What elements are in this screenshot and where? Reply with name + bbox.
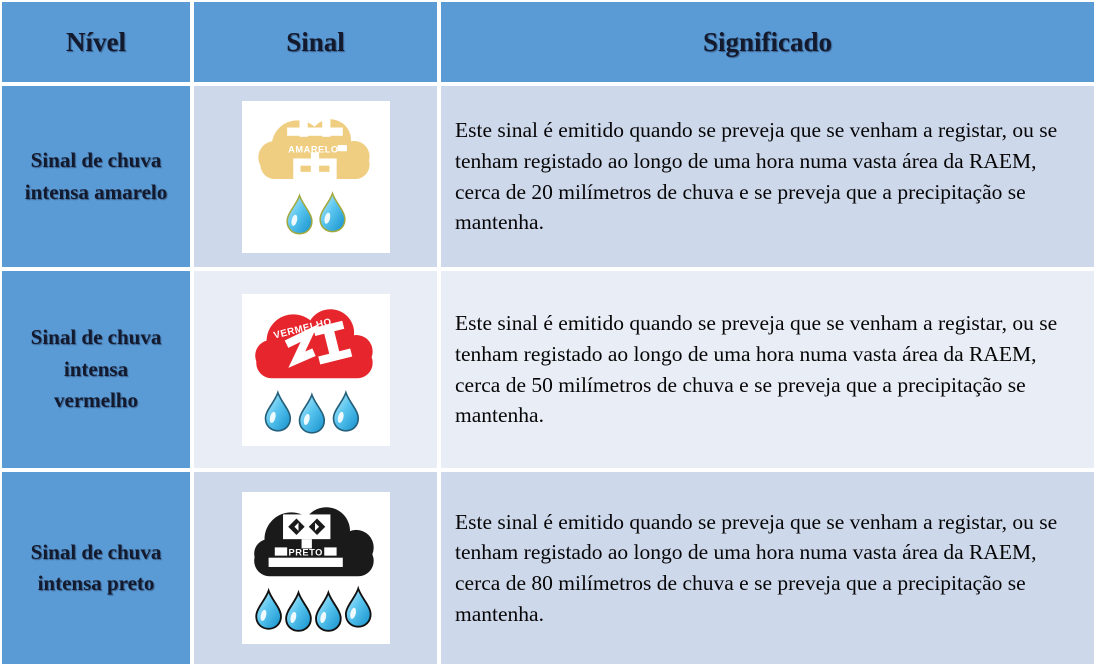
red-cloud-icon: VERMELHO — [254, 308, 373, 434]
raindrop — [264, 389, 291, 432]
meaning-text: Este sinal é emitido quando se preveja q… — [455, 118, 1058, 235]
level-label: Sinal de chuva intensa amarelo — [24, 148, 168, 204]
signal-cell-amarelo: AMARELO — [194, 86, 437, 267]
level-label: Sinal de chuva intensa vermelho — [30, 325, 162, 413]
icon-label-preto: PRETO — [288, 548, 322, 558]
glyph-amarelo — [286, 118, 347, 179]
header-significado-label: Significado — [702, 26, 833, 57]
header-sinal-label: Sinal — [286, 26, 345, 57]
signal-cell-preto: PRETO — [194, 472, 437, 664]
raindrop — [285, 192, 313, 234]
level-label: Sinal de chuva intensa preto — [30, 539, 162, 596]
signal-cell-vermelho: VERMELHO — [194, 271, 437, 468]
meaning-cell-preto: Este sinal é emitido quando se preveja q… — [441, 472, 1094, 664]
raindrop — [298, 391, 325, 434]
icon-label-amarelo: AMARELO — [288, 144, 338, 154]
header-nivel: Nível — [2, 2, 190, 82]
header-nivel-label: Nível — [66, 26, 126, 57]
raindrop — [344, 585, 372, 628]
meaning-text: Este sinal é emitido quando se preveja q… — [455, 509, 1058, 626]
meaning-text: Este sinal é emitido quando se preveja q… — [455, 311, 1058, 428]
raindrop — [318, 190, 346, 232]
level-cell-amarelo: Sinal de chuva intensa amarelo — [2, 86, 190, 267]
black-rainstorm-signal-icon: PRETO — [241, 492, 390, 644]
level-cell-preto: Sinal de chuva intensa preto — [2, 472, 190, 664]
yellow-cloud-icon: AMARELO — [257, 118, 370, 234]
raindrop — [314, 589, 342, 632]
black-cloud-icon: PRETO — [253, 507, 374, 632]
raindrop — [332, 389, 359, 432]
raindrop — [254, 587, 282, 630]
meaning-cell-amarelo: Este sinal é emitido quando se preveja q… — [441, 86, 1094, 267]
cloud-shape — [254, 308, 373, 378]
header-significado: Significado — [441, 2, 1094, 82]
yellow-rainstorm-signal-icon: AMARELO — [241, 100, 390, 253]
header-sinal: Sinal — [194, 2, 437, 82]
level-cell-vermelho: Sinal de chuva intensa vermelho — [2, 271, 190, 468]
red-rainstorm-signal-icon: VERMELHO — [241, 293, 390, 446]
raindrop — [284, 589, 312, 632]
meaning-cell-vermelho: Este sinal é emitido quando se preveja q… — [441, 271, 1094, 468]
glyph-preto: PRETO — [268, 514, 343, 567]
